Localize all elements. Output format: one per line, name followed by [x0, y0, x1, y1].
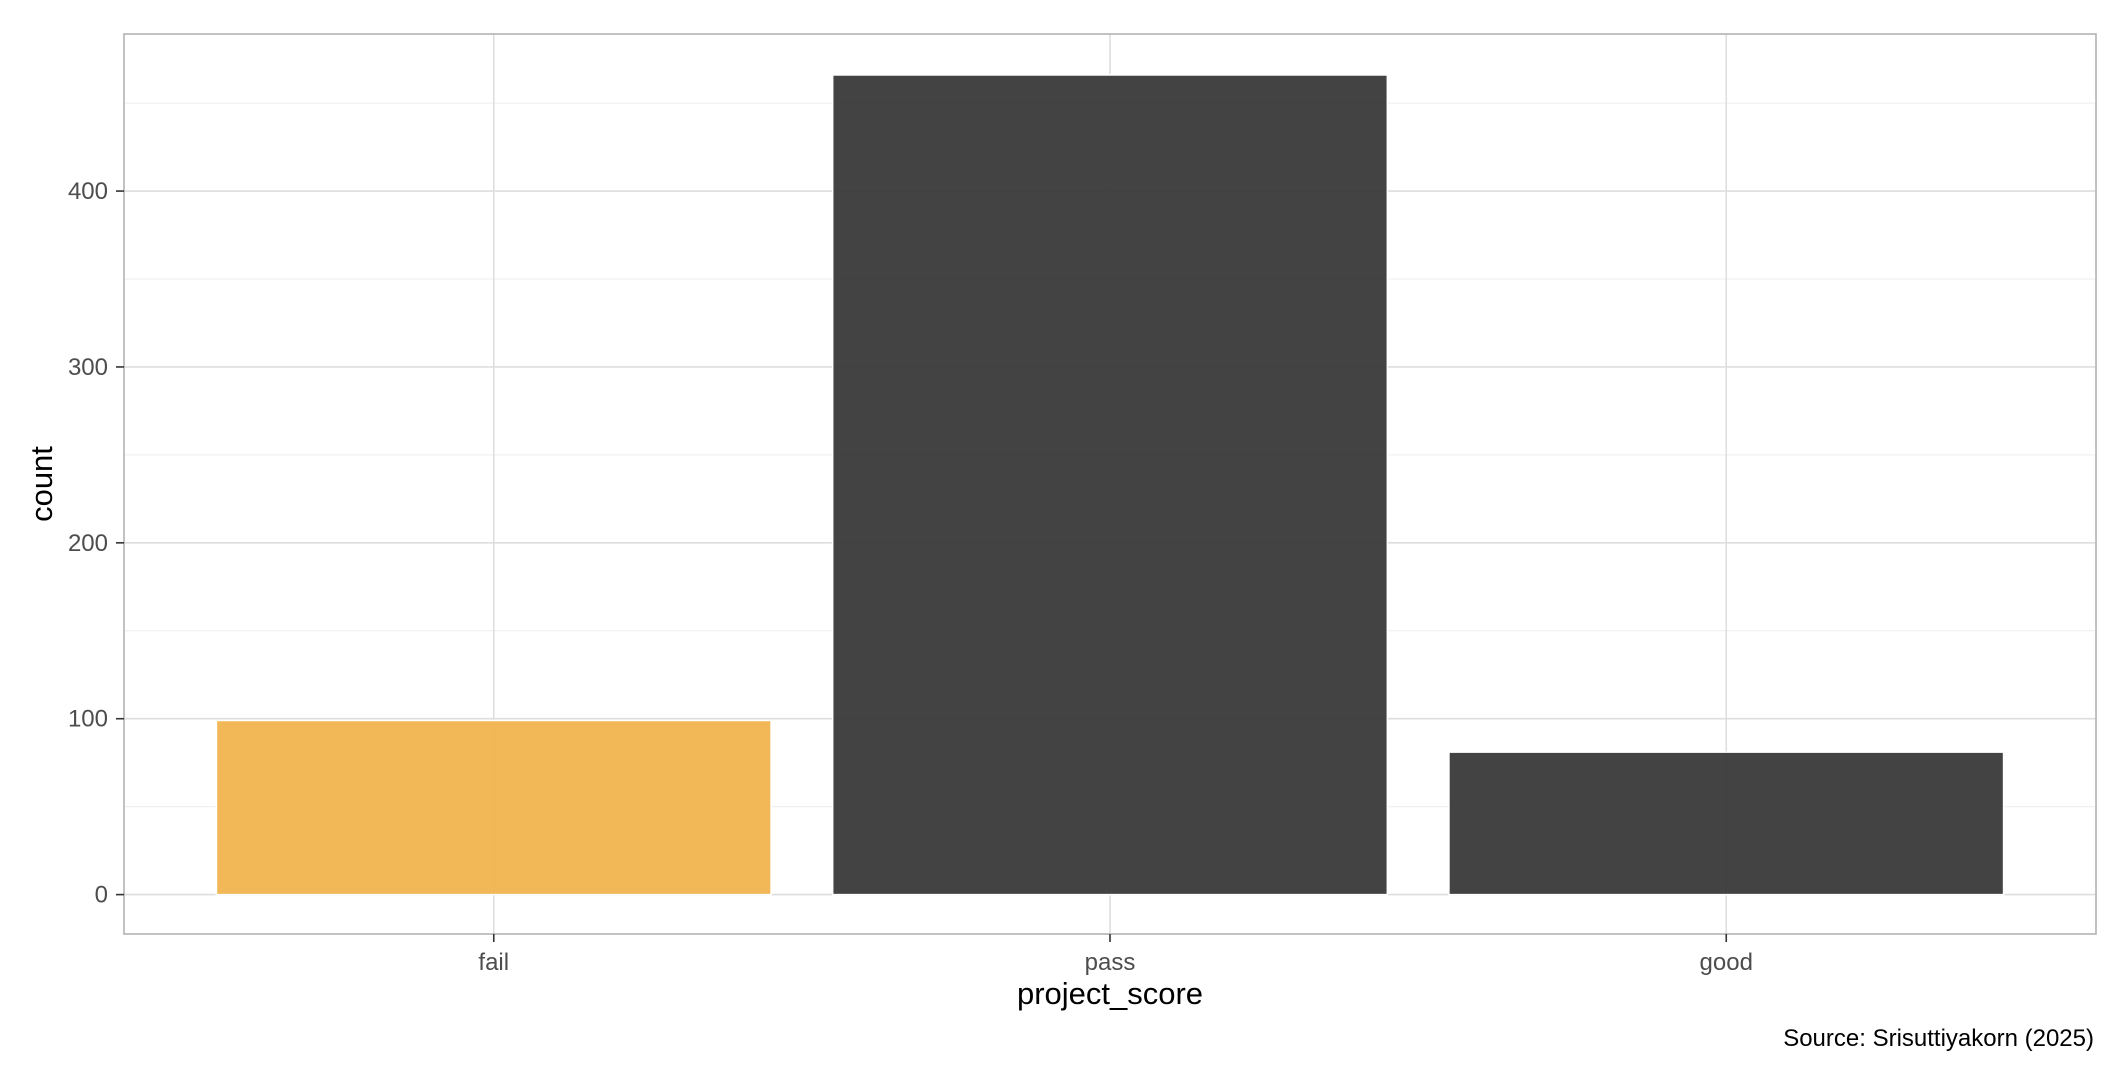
x-tick-label: good — [1700, 949, 1753, 976]
x-axis-ticks: fail pass good — [478, 934, 1753, 976]
y-tick-label: 200 — [68, 530, 108, 557]
x-tick-label: fail — [478, 949, 509, 976]
bar-pass — [831, 74, 1389, 896]
y-tick-label: 300 — [68, 354, 108, 381]
x-axis-title: project_score — [1017, 976, 1203, 1011]
y-tick-label: 400 — [68, 178, 108, 205]
chart-caption: Source: Srisuttiyakorn (2025) — [1783, 1025, 2094, 1052]
x-tick-label: pass — [1085, 949, 1136, 976]
bar-fail — [215, 719, 772, 896]
y-tick-label: 100 — [68, 706, 108, 733]
y-axis-title: count — [24, 446, 59, 522]
bar-good — [1448, 751, 2005, 896]
bars — [215, 74, 2005, 896]
y-tick-label: 0 — [95, 882, 108, 909]
y-axis-ticks: 0 100 200 300 400 — [68, 178, 124, 909]
